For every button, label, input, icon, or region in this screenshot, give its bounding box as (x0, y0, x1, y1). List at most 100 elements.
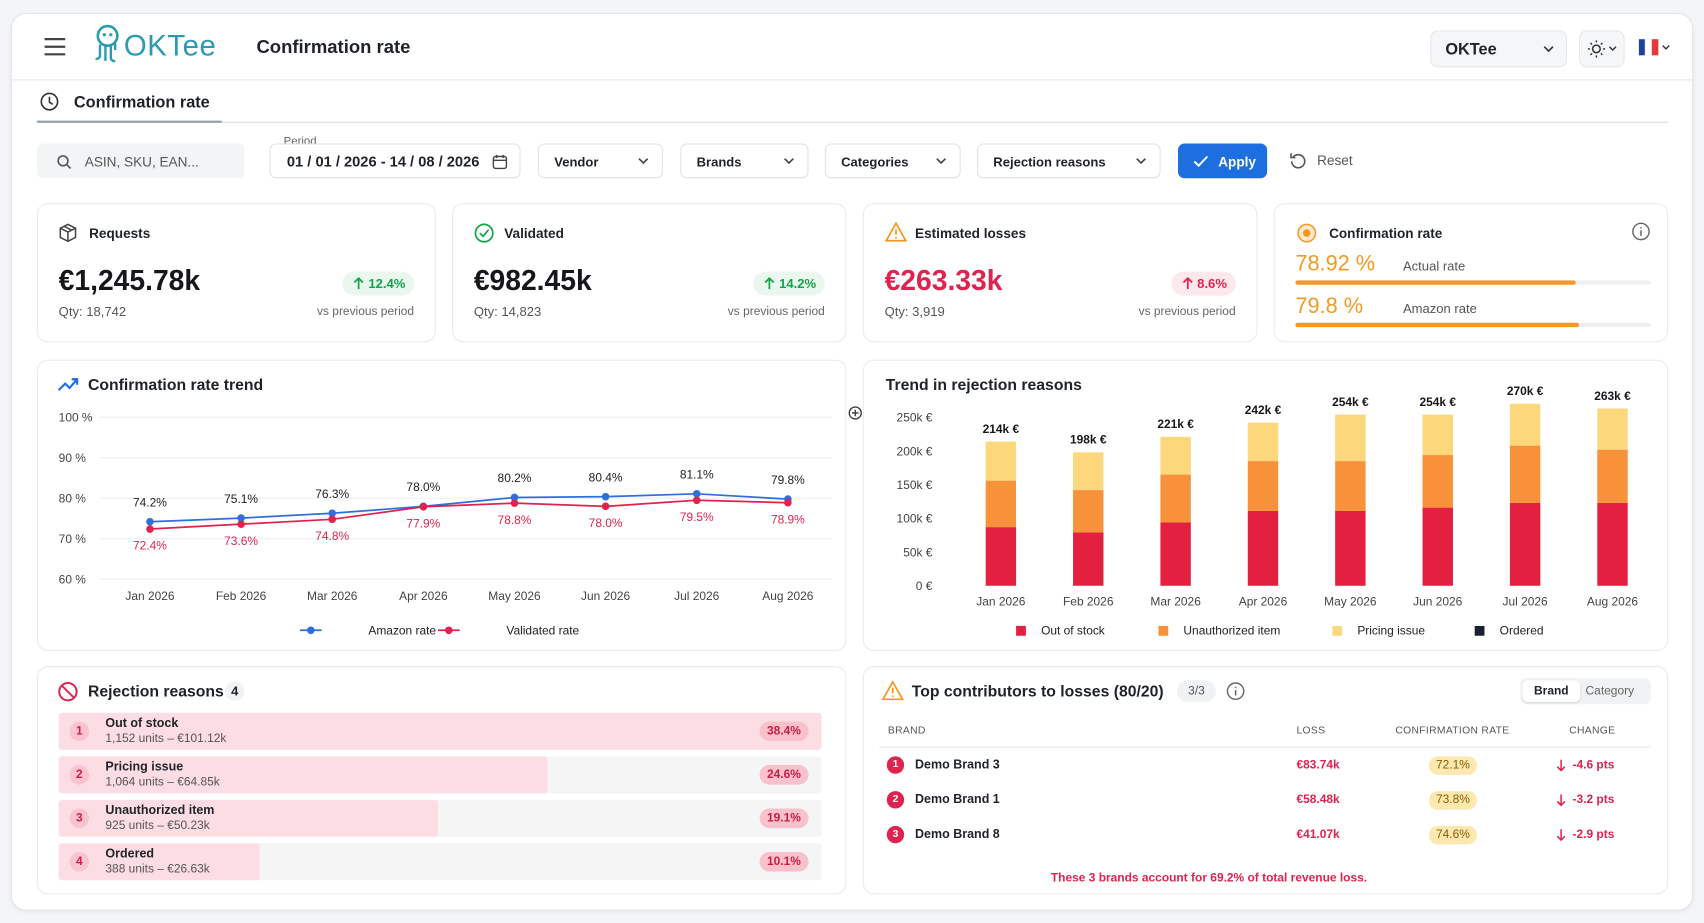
apply-button[interactable]: Apply (1178, 143, 1268, 179)
bar-segment (985, 527, 1017, 586)
kpi-card: Validated €982.45k Qty: 14,823 14.2% vs prev… (452, 203, 847, 343)
line-point (146, 525, 154, 533)
data-label: 78.0% (589, 516, 623, 530)
kpi-title: Validated (504, 226, 564, 242)
change-value: -3.2 pts (1572, 793, 1615, 807)
dropdown-label: Categories (841, 154, 909, 170)
chevron-part (1543, 46, 1554, 53)
filter-dropdown[interactable]: Vendor (537, 143, 663, 179)
reset-label[interactable]: Reset (1317, 153, 1353, 169)
y-tick-label: 60 % (59, 573, 87, 587)
data-label: 74.2% (133, 496, 167, 510)
kpi-change: 14.2% (753, 271, 825, 296)
language-button[interactable] (1638, 39, 1672, 56)
x-tick-label: Apr 2026 (1239, 594, 1288, 608)
data-label: 80.2% (498, 471, 532, 485)
ban-icon (58, 682, 78, 702)
language-button-part (1644, 39, 1653, 56)
trend-icon-part (57, 378, 79, 391)
info-icon[interactable] (1226, 681, 1246, 701)
line-point (146, 517, 154, 526)
calendar-icon-part (493, 154, 507, 161)
tab-label[interactable]: Confirmation rate (73, 93, 210, 112)
y-tick-label: 0 € (916, 579, 933, 593)
bar-segment (985, 480, 1017, 528)
search-input[interactable]: ASIN, SKU, EAN... (36, 143, 245, 179)
kpi-card: Estimated losses €263.33k Qty: 3,919 8.6% vs… (862, 203, 1258, 343)
rank-badge: 2 (886, 791, 905, 809)
period-input[interactable]: 01 / 01 / 2026 - 14 / 08 / 2026 (269, 143, 521, 179)
toggle-option-active[interactable]: Brand (1522, 680, 1581, 703)
kpi-change: 12.4% (342, 271, 415, 296)
legend-marker (1474, 625, 1485, 636)
logo-icon-part (95, 43, 117, 63)
loss-value: €58.48k (1296, 793, 1340, 807)
rank-badge: 3 (69, 808, 90, 829)
rate-pill: 74.6% (1429, 825, 1477, 845)
line-point (510, 493, 519, 502)
y-tick-label: 100 % (59, 411, 93, 425)
rank-badge: 2 (69, 765, 90, 785)
data-label: 72.4% (133, 539, 167, 553)
arrow-down-icon-part (1556, 794, 1566, 807)
bar-segment (1509, 403, 1541, 446)
rank-badge: 4 (69, 851, 90, 872)
chevron-part (1136, 158, 1146, 165)
chevron (936, 158, 947, 165)
calendar-icon-part (492, 155, 508, 170)
reset-icon[interactable] (1290, 152, 1306, 169)
reason-detail: 925 units – €50.23k (105, 819, 210, 833)
reason-bar (58, 756, 548, 794)
sun-icon-part (1591, 44, 1601, 54)
confirmation-rate-card: Confirmation rate 78.92 % Actual rate 79.8 … (1273, 203, 1669, 343)
bar-segment (1335, 461, 1366, 511)
chevron-part (936, 158, 947, 165)
y-tick-label: 90 % (59, 451, 87, 465)
logo-text: OKTee (123, 29, 217, 62)
apply-label: Apply (1218, 154, 1256, 170)
arrow-down-icon (1556, 829, 1566, 842)
period-value: 01 / 01 / 2026 - 14 / 08 / 2026 (286, 153, 480, 170)
x-tick-label: May 2026 (1324, 594, 1377, 608)
rate-label: Actual rate (1402, 258, 1466, 274)
validated-icon (474, 223, 494, 243)
box-icon (59, 223, 77, 243)
filter-dropdown[interactable]: Categories (824, 143, 961, 179)
rank-badge: 1 (69, 721, 90, 742)
info-icon[interactable] (1631, 222, 1651, 242)
legend-marker (1016, 625, 1026, 636)
change-value: -2.9 pts (1572, 828, 1615, 842)
filter-dropdown[interactable]: Brands (680, 143, 809, 179)
kpi-note: vs previous period (1138, 305, 1236, 319)
validated-icon-part (479, 229, 490, 238)
filter-dropdown[interactable]: Rejection reasons (976, 143, 1161, 179)
toggle-option[interactable]: Category (1585, 684, 1635, 698)
expand-icon[interactable] (848, 405, 863, 420)
x-tick-label: Jul 2026 (1503, 594, 1548, 608)
check-icon (1193, 155, 1209, 168)
search-icon (57, 155, 72, 170)
data-label: 78.9% (771, 512, 805, 526)
kpi-note: vs previous period (727, 305, 825, 319)
info-icon-part (1632, 222, 1650, 241)
kpi-value: €1,245.78k (58, 264, 201, 297)
line-point (784, 498, 792, 507)
reason-bar (58, 712, 822, 750)
legend-label: Pricing issue (1357, 624, 1425, 638)
brand-name: Demo Brand 3 (915, 758, 1000, 772)
chevron (784, 158, 794, 165)
line-point (601, 492, 610, 501)
x-tick-label: Jan 2026 (976, 594, 1025, 608)
warning-icon (884, 221, 908, 242)
box-icon-part (59, 223, 77, 243)
menu-button[interactable] (43, 37, 66, 57)
arrow-down-icon (1556, 794, 1566, 807)
theme-button[interactable] (1579, 30, 1625, 68)
menu-button-part (44, 38, 66, 56)
account-select[interactable]: OKTee (1430, 30, 1568, 68)
line-point (692, 496, 701, 505)
rate-bar (1295, 280, 1576, 285)
loss-value: €83.74k (1296, 758, 1340, 772)
ban-icon-part (61, 685, 75, 699)
bar-segment (1160, 436, 1191, 475)
